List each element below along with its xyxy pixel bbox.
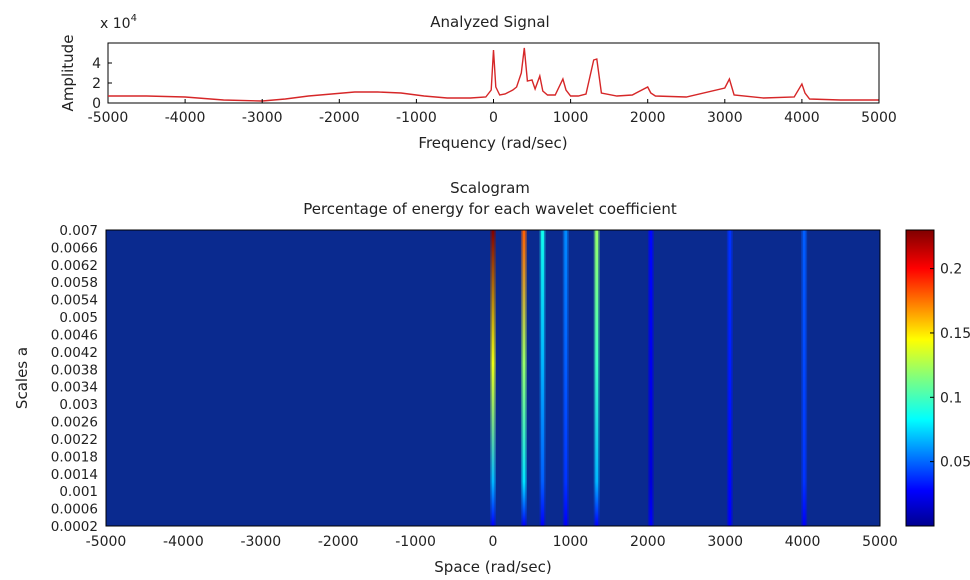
scalogram-x-tick-label: -4000 bbox=[163, 534, 204, 550]
signal-line bbox=[108, 47, 879, 102]
colorbar-tick-label: 0.1 bbox=[940, 390, 962, 406]
scalogram-x-tick-label: -3000 bbox=[240, 534, 281, 550]
x-tick-label: 5000 bbox=[861, 110, 897, 126]
colorbar-tick-label: 0.2 bbox=[940, 262, 962, 278]
scalogram-y-tick-label: 0.0042 bbox=[51, 345, 98, 361]
analyzed-signal-chart: Analyzed Signal x 104 Amplitude -5000 -40… bbox=[59, 13, 897, 152]
scalogram-y-tick-label: 0.0066 bbox=[51, 240, 98, 256]
y-exponent-power: 4 bbox=[131, 13, 137, 24]
scalogram-y-tick-label: 0.0026 bbox=[51, 415, 98, 431]
scalogram-x-axis-label: Space (rad/sec) bbox=[434, 558, 551, 576]
scalogram-y-tick-label: 0.0002 bbox=[51, 519, 98, 535]
colorbar-tick-labels: 0.2 0.15 0.1 0.05 bbox=[930, 262, 970, 471]
scalogram-title: Scalogram bbox=[450, 179, 530, 197]
scalogram-x-tick-label: 5000 bbox=[862, 534, 898, 550]
scalogram-y-tick-label: 0.0046 bbox=[51, 327, 98, 343]
scalogram-y-tick-label: 0.0018 bbox=[51, 449, 98, 465]
x-tick-label: -4000 bbox=[165, 110, 206, 126]
x-tick-labels: -5000 -4000 -3000 -2000 -1000 0 1000 2000 3000 40… bbox=[88, 99, 897, 126]
colorbar-gradient bbox=[905, 229, 935, 527]
ridge bbox=[649, 230, 653, 526]
scalogram-ridges bbox=[490, 230, 808, 526]
colorbar-tick-label: 0.15 bbox=[940, 326, 970, 342]
y-exponent-base: x 10 bbox=[100, 16, 131, 32]
scalogram-frame bbox=[105, 229, 881, 527]
scalogram-chart: Scalogram Percentage of energy for each … bbox=[13, 179, 898, 576]
y-tick-labels: 0 2 4 bbox=[92, 56, 112, 112]
x-tick-label: 4000 bbox=[784, 110, 820, 126]
colorbar-tick-label: 0.05 bbox=[940, 455, 970, 471]
chart-title: Analyzed Signal bbox=[430, 13, 549, 31]
scalogram-x-tick-label: -1000 bbox=[395, 534, 436, 550]
scalogram-y-tick-label: 0.005 bbox=[59, 310, 98, 326]
x-tick-label: -5000 bbox=[88, 110, 129, 126]
ridge bbox=[522, 230, 526, 526]
x-tick-label: 0 bbox=[489, 110, 498, 126]
x-tick-label: -3000 bbox=[242, 110, 283, 126]
scalogram-y-tick-label: 0.0006 bbox=[51, 502, 98, 518]
y-exponent-label: x 104 bbox=[100, 13, 137, 32]
scalogram-y-tick-label: 0.0058 bbox=[51, 275, 98, 291]
ridge bbox=[564, 230, 568, 526]
x-tick-label: -2000 bbox=[319, 110, 360, 126]
scalogram-x-tick-label: 4000 bbox=[785, 534, 821, 550]
scalogram-y-tick-label: 0.0054 bbox=[51, 293, 98, 309]
scalogram-y-tick-label: 0.0014 bbox=[51, 467, 98, 483]
scalogram-y-tick-label: 0.0038 bbox=[51, 362, 98, 378]
scalogram-y-tick-label: 0.0034 bbox=[51, 380, 98, 396]
scalogram-x-tick-label: 1000 bbox=[553, 534, 589, 550]
scalogram-y-axis-label: Scales a bbox=[13, 347, 31, 409]
ridge bbox=[595, 230, 599, 526]
x-tick-label: 1000 bbox=[553, 110, 589, 126]
scalogram-y-tick-label: 0.0062 bbox=[51, 258, 98, 274]
scalogram-x-tick-labels: -5000 -4000 -3000 -2000 -1000 0 1000 2000 3000 40… bbox=[86, 534, 898, 550]
scalogram-x-tick-label: -5000 bbox=[86, 534, 127, 550]
ridge bbox=[491, 230, 495, 526]
scalogram-y-tick-label: 0.001 bbox=[59, 484, 98, 500]
y-tick-label: 4 bbox=[92, 56, 101, 72]
ridge bbox=[541, 230, 544, 526]
x-tick-label: -1000 bbox=[396, 110, 437, 126]
colorbar: 0.2 0.15 0.1 0.05 bbox=[905, 229, 970, 527]
scalogram-x-tick-label: 0 bbox=[489, 534, 498, 550]
scalogram-x-tick-label: 2000 bbox=[630, 534, 666, 550]
scalogram-y-tick-label: 0.003 bbox=[59, 397, 98, 413]
scalogram-y-tick-label: 0.007 bbox=[59, 223, 98, 239]
scalogram-x-tick-label: 3000 bbox=[707, 534, 743, 550]
x-tick-label: 3000 bbox=[707, 110, 743, 126]
x-tick-label: 2000 bbox=[630, 110, 666, 126]
x-axis-label: Frequency (rad/sec) bbox=[418, 134, 567, 152]
scalogram-subtitle: Percentage of energy for each wavelet co… bbox=[303, 200, 677, 218]
y-axis-label: Amplitude bbox=[59, 35, 77, 112]
ridge bbox=[802, 230, 806, 526]
y-tick-label: 2 bbox=[92, 76, 101, 92]
scalogram-y-tick-label: 0.0022 bbox=[51, 432, 98, 448]
scalogram-x-tick-label: -2000 bbox=[318, 534, 359, 550]
ridge bbox=[728, 230, 732, 526]
y-tick-label: 0 bbox=[92, 96, 101, 112]
